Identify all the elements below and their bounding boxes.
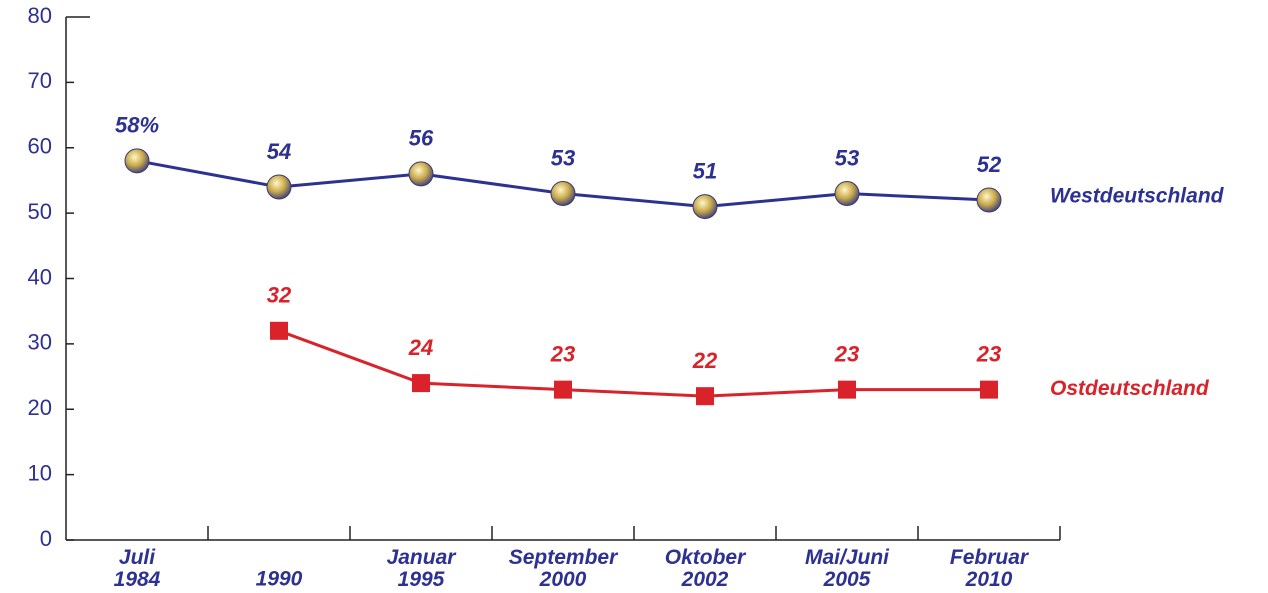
point (976, 187, 1002, 213)
point (124, 148, 150, 174)
point (838, 380, 856, 399)
point (696, 387, 714, 406)
point (412, 374, 430, 393)
value-label: 22 (692, 348, 718, 373)
x-tick-label: Oktober 2002 (665, 546, 747, 591)
x-tick-label: 1990 (256, 568, 303, 591)
value-label: 52 (977, 152, 1002, 177)
point (692, 194, 718, 220)
y-tick-label: 30 (28, 330, 52, 355)
point (554, 380, 572, 399)
point (550, 181, 576, 207)
point (980, 380, 998, 399)
y-tick-label: 50 (28, 199, 52, 224)
value-label: 23 (834, 341, 859, 366)
value-label: 51 (693, 158, 717, 183)
y-tick-label: 0 (40, 526, 52, 551)
value-label: 56 (409, 126, 434, 151)
point (266, 174, 292, 200)
y-tick-label: 20 (28, 395, 52, 420)
x-tick-label: September 2000 (509, 546, 619, 591)
y-tick-label: 10 (28, 460, 52, 485)
y-tick-label: 40 (28, 264, 52, 289)
x-tick-label: Mai/Juni 2005 (805, 546, 890, 591)
value-label: 54 (267, 139, 291, 164)
point (408, 161, 434, 187)
y-tick-label: 60 (28, 134, 52, 159)
value-label: 53 (551, 145, 575, 170)
value-label: 24 (408, 335, 433, 360)
x-tick-label: Januar 1995 (387, 546, 458, 591)
y-tick-label: 80 (28, 3, 52, 28)
point (834, 181, 860, 207)
value-label: 23 (550, 341, 575, 366)
value-label: 58% (115, 113, 159, 138)
x-tick-label: Juli 1984 (114, 546, 161, 591)
series-name: Westdeutschland (1050, 185, 1225, 208)
value-label: 23 (976, 341, 1001, 366)
series-line (278, 329, 989, 398)
x-tick-label: Februar 2010 (950, 546, 1030, 591)
series-name: Ostdeutschland (1050, 377, 1210, 400)
point (270, 321, 288, 340)
value-label: 53 (835, 145, 859, 170)
y-tick-label: 70 (28, 68, 52, 93)
value-label: 32 (267, 283, 292, 308)
